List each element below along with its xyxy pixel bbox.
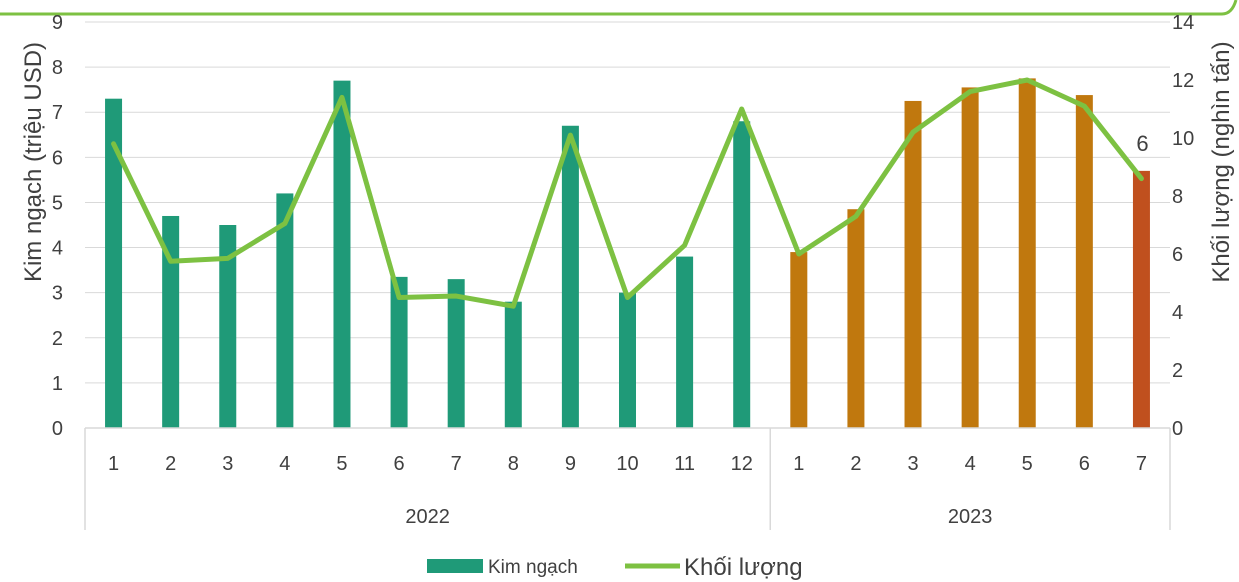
bar	[219, 225, 237, 428]
x-tick-label: 5	[336, 453, 347, 475]
y-tick-label: 7	[52, 102, 63, 124]
x-tick-label: 3	[222, 453, 233, 475]
bar	[276, 193, 294, 428]
y2-tick-label: 6	[1172, 244, 1183, 266]
x-tick-label: 7	[451, 453, 462, 475]
y-tick-label: 6	[52, 147, 63, 169]
legend-label-line: Khối lượng	[684, 554, 803, 581]
x-tick-label: 10	[616, 453, 638, 475]
y-axis-right-title: Khối lượng (nghìn tấn)	[1208, 41, 1235, 282]
bar	[676, 256, 694, 428]
x-tick-label: 4	[965, 453, 976, 475]
x-tick-label: 11	[674, 453, 695, 475]
legend-swatch-bar	[427, 559, 483, 573]
bar	[904, 100, 922, 428]
y-tick-label: 2	[52, 328, 63, 350]
legend-label-bar: Kim ngạch	[488, 557, 578, 578]
y-tick-label: 8	[52, 57, 63, 79]
bar	[162, 215, 180, 428]
y-tick-label: 3	[52, 283, 63, 305]
bar-series	[105, 78, 1150, 429]
bar	[1075, 95, 1093, 428]
x-tick-label: 6	[1079, 453, 1090, 475]
x-tick-label: 4	[279, 453, 290, 475]
x-tick-label: 3	[907, 453, 918, 475]
bar	[447, 279, 465, 428]
x-tick-label: 1	[108, 453, 119, 475]
x-group-label: 2023	[948, 506, 993, 528]
line-khoi-luong	[111, 77, 1144, 309]
y-tick-label: 4	[52, 238, 63, 260]
x-tick-label: 7	[1136, 453, 1147, 475]
data-label: 6	[1136, 131, 1148, 156]
y2-tick-label: 8	[1172, 186, 1183, 208]
x-tick-label: 2	[165, 453, 176, 475]
bar	[390, 276, 408, 428]
y2-tick-label: 12	[1172, 70, 1194, 92]
x-tick-label: 9	[565, 453, 576, 475]
x-axis-ticks: 1 2 3 4 5 6 7 8 9 10 11 12 1 2 3 4 5 6 7	[108, 453, 1147, 475]
legend: Kim ngạch Khối lượng	[427, 554, 803, 581]
y-tick-label: 1	[52, 373, 63, 395]
y2-tick-label: 10	[1172, 128, 1194, 150]
bar	[847, 209, 865, 428]
bar	[619, 292, 636, 428]
bar	[1132, 170, 1150, 428]
x-tick-label: 1	[793, 453, 804, 475]
y-axis-right-ticks: 0 2 4 6 8 10 12 14	[1172, 12, 1194, 440]
x-axis-groups: 2022 2023	[405, 506, 992, 528]
y-axis-left-ticks: 0 1 2 3 4 5 6 7 8 9	[52, 12, 63, 440]
bar	[333, 80, 351, 429]
bar	[561, 125, 579, 428]
y2-tick-label: 2	[1172, 360, 1183, 382]
frame-top-border	[0, 0, 1238, 16]
data-labels: 6	[1136, 131, 1148, 156]
bar	[733, 121, 751, 428]
x-tick-label: 6	[394, 453, 405, 475]
bar	[961, 87, 979, 429]
y2-tick-label: 0	[1172, 418, 1183, 440]
y-axis-left-title: Kim ngạch (triệu USD)	[20, 42, 47, 282]
y2-tick-label: 14	[1172, 12, 1194, 34]
bar	[105, 98, 123, 428]
x-tick-label: 12	[731, 453, 753, 475]
y-tick-label: 5	[52, 192, 63, 214]
y-tick-label: 0	[52, 418, 63, 440]
bar	[790, 252, 808, 428]
axes	[84, 427, 1171, 530]
line-series	[111, 77, 1144, 309]
x-tick-label: 2	[850, 453, 861, 475]
bar	[1018, 78, 1036, 428]
gridlines	[85, 21, 1170, 384]
x-tick-label: 5	[1022, 453, 1033, 475]
y-tick-label: 9	[52, 12, 63, 34]
x-tick-label: 8	[508, 453, 519, 475]
x-group-label: 2022	[405, 506, 450, 528]
bar	[504, 301, 522, 428]
y2-tick-label: 4	[1172, 302, 1183, 324]
